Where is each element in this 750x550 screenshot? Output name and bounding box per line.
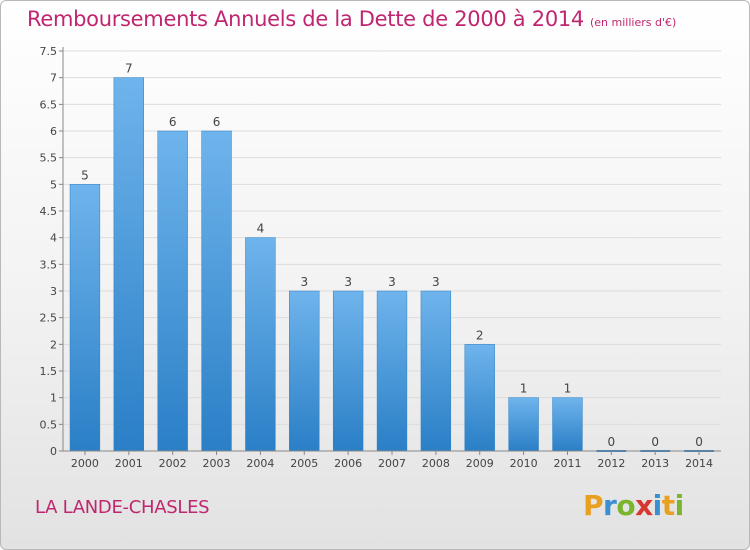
x-tick-label: 2013 [641,457,669,470]
x-tick-label: 2014 [685,457,713,470]
x-tick-label: 2002 [159,457,187,470]
data-label: 5 [81,168,89,182]
data-label: 1 [564,382,572,396]
bar [552,397,583,452]
x-tick-label: 2003 [203,457,231,470]
x-tick-label: 2012 [597,457,625,470]
data-label: 1 [520,382,528,396]
proxiti-logo: Proxiti [583,489,684,522]
y-tick-label: 7 [50,72,57,85]
bar [69,184,101,452]
y-tick-label: 1.5 [40,365,58,378]
bar [420,290,452,452]
y-tick-label: 5 [50,178,57,191]
y-tick-label: 0.5 [40,418,58,431]
logo-letter: t [661,489,675,522]
y-tick-label: 5.5 [40,152,58,165]
bar [332,290,364,452]
x-tick-label: 2001 [115,457,143,470]
bar [113,77,144,452]
bar [201,130,232,452]
bar [508,397,539,452]
x-tick-label: 2007 [378,457,406,470]
data-label: 2 [476,328,484,342]
chart-title-text: Remboursements Annuels de la Dette de 20… [27,7,584,31]
data-label: 0 [608,435,616,449]
x-tick-label: 2011 [553,457,581,470]
x-tick-label: 2004 [246,457,274,470]
y-tick-label: 4.5 [40,205,58,218]
logo-letter: P [583,489,604,522]
y-tick-label: 2 [50,338,57,351]
y-tick-label: 6.5 [40,98,58,111]
bar [157,130,188,452]
y-tick-label: 3 [50,285,57,298]
data-label: 0 [651,435,659,449]
data-label: 3 [432,275,440,289]
y-tick-label: 4 [50,232,57,245]
bar [376,290,408,452]
x-tick-label: 2005 [290,457,318,470]
logo-letter: i [674,489,685,522]
y-tick-label: 7.5 [40,45,58,58]
bar [289,290,320,452]
bar [464,344,495,452]
x-tick-label: 2010 [510,457,538,470]
y-tick-label: 3.5 [40,258,58,271]
data-label: 4 [257,222,265,236]
x-tick-label: 2006 [334,457,362,470]
y-tick-label: 6 [50,125,57,138]
x-tick-label: 2009 [466,457,494,470]
data-label: 7 [125,62,133,76]
logo-letter: r [603,489,617,522]
logo-letter: x [635,489,653,522]
chart-title: Remboursements Annuels de la Dette de 20… [27,7,676,31]
y-tick-label: 2.5 [40,312,58,325]
logo-letter: o [616,489,636,522]
data-label: 3 [388,275,396,289]
logo-letter: i [652,489,663,522]
x-tick-label: 2000 [71,457,99,470]
chart-unit: (en milliers d'€) [590,16,677,29]
data-label: 3 [300,275,308,289]
data-label: 0 [695,435,703,449]
data-label: 6 [169,115,177,129]
data-label: 3 [344,275,352,289]
y-tick-label: 0 [50,445,57,458]
data-label: 6 [213,115,221,129]
commune-name: LA LANDE-CHASLES [35,497,210,518]
x-tick-label: 2008 [422,457,450,470]
y-tick-label: 1 [50,392,57,405]
bar [245,237,276,452]
